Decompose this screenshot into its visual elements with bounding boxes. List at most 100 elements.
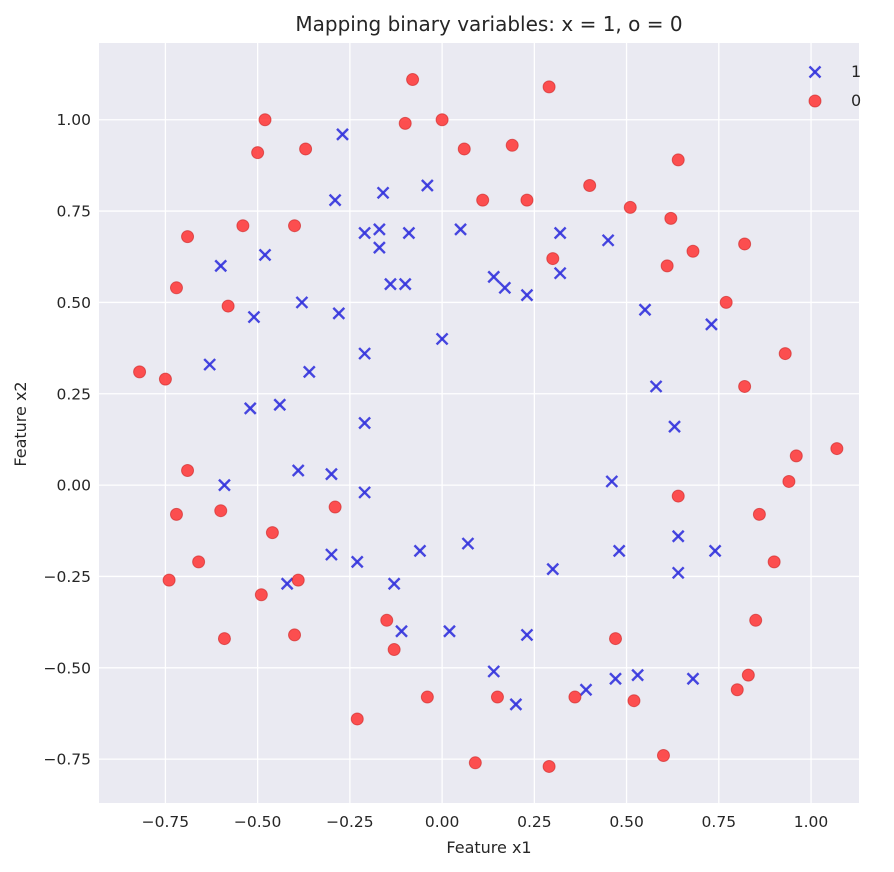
point-x-class-1	[247, 310, 261, 324]
point-o-class-0	[671, 153, 685, 167]
point-x-class-1	[203, 358, 217, 371]
point-o-class-0	[258, 113, 272, 127]
point-o-class-0	[627, 694, 641, 708]
point-x-class-1	[454, 222, 467, 236]
legend-label-0: 0	[851, 91, 861, 110]
point-o-class-0	[738, 237, 752, 251]
point-o-class-0	[288, 219, 302, 233]
point-x-class-1	[520, 288, 534, 302]
point-x-class-1	[218, 478, 231, 492]
point-x-class-1	[686, 672, 700, 686]
x-tick-label: 1.00	[794, 813, 829, 831]
point-o-class-0	[380, 613, 394, 627]
y-axis-label: Feature x2	[11, 381, 30, 466]
x-axis-ticks: −0.75 −0.50 −0.25 0.00 0.25 0.50 0.75 1.00	[142, 813, 829, 831]
point-o-class-0	[752, 507, 766, 521]
point-o-class-0	[221, 299, 235, 313]
point-x-class-1	[358, 347, 371, 360]
point-o-class-0	[181, 464, 195, 477]
point-o-class-0	[738, 379, 752, 393]
point-x-class-1	[601, 233, 615, 247]
point-x-class-1	[332, 307, 346, 320]
point-x-class-1	[671, 529, 685, 543]
point-x-class-1	[649, 380, 663, 393]
point-x-class-1	[273, 398, 287, 412]
y-tick-label: −0.50	[44, 659, 92, 677]
point-o-class-0	[288, 628, 302, 642]
point-o-class-0	[214, 504, 228, 518]
legend-marker-1	[808, 65, 822, 79]
point-o-class-0	[158, 372, 172, 386]
point-o-class-0	[719, 295, 733, 309]
point-o-class-0	[664, 211, 678, 225]
y-tick-label: 0.50	[56, 294, 91, 312]
point-o-class-0	[609, 632, 623, 646]
point-x-class-1	[373, 222, 386, 236]
point-x-class-1	[413, 544, 427, 558]
plot-area	[99, 43, 859, 803]
y-tick-label: 1.00	[56, 111, 91, 129]
legend-label-1: 1	[851, 62, 861, 81]
point-o-class-0	[542, 759, 556, 773]
point-o-class-0	[162, 573, 176, 587]
point-o-class-0	[490, 690, 504, 704]
point-o-class-0	[133, 365, 147, 379]
x-axis-label: Feature x1	[446, 838, 531, 857]
point-x-class-1	[291, 464, 305, 477]
point-x-class-1	[373, 241, 386, 254]
point-x-class-1	[328, 193, 342, 207]
point-x-class-1	[668, 420, 681, 434]
point-o-class-0	[583, 179, 597, 192]
point-x-class-1	[358, 226, 371, 240]
point-o-class-0	[350, 712, 364, 726]
point-x-class-1	[243, 402, 257, 415]
point-o-class-0	[420, 690, 434, 704]
point-x-class-1	[387, 577, 401, 591]
point-x-class-1	[553, 226, 567, 240]
point-o-class-0	[192, 555, 206, 569]
x-tick-label: 0.25	[517, 813, 552, 831]
point-x-class-1	[638, 303, 652, 317]
x-tick-label: −0.25	[326, 813, 374, 831]
chart-title: Mapping binary variables: x = 1, o = 0	[295, 12, 682, 36]
point-o-class-0	[671, 489, 685, 503]
point-x-class-1	[708, 544, 722, 558]
point-o-class-0	[830, 442, 844, 456]
point-x-class-1	[579, 683, 593, 697]
point-x-class-1	[421, 179, 434, 192]
point-o-class-0	[749, 613, 763, 627]
point-o-class-0	[778, 347, 792, 361]
legend-marker-0	[808, 94, 822, 108]
point-x-class-1	[376, 186, 390, 200]
point-o-class-0	[181, 230, 195, 244]
point-o-class-0	[520, 193, 534, 207]
point-x-class-1	[487, 665, 501, 678]
point-o-class-0	[217, 632, 231, 646]
point-o-class-0	[741, 668, 755, 682]
y-tick-label: −0.75	[44, 751, 92, 769]
point-x-class-1	[302, 365, 316, 379]
point-x-class-1	[258, 248, 272, 262]
point-o-class-0	[505, 138, 519, 152]
point-o-class-0	[254, 588, 268, 602]
point-o-class-0	[730, 683, 744, 697]
point-o-class-0	[457, 142, 471, 156]
point-x-class-1	[280, 577, 294, 591]
point-x-class-1	[443, 624, 456, 638]
x-tick-label: −0.75	[142, 813, 190, 831]
point-x-class-1	[546, 562, 560, 576]
point-x-class-1	[214, 259, 228, 273]
point-x-class-1	[325, 548, 338, 561]
point-x-class-1	[605, 475, 619, 488]
point-o-class-0	[468, 756, 482, 770]
x-tick-label: 0.00	[425, 813, 460, 831]
point-x-class-1	[384, 277, 397, 291]
point-o-class-0	[251, 146, 265, 160]
point-x-class-1	[509, 697, 523, 711]
point-o-class-0	[387, 643, 401, 657]
point-o-class-0	[236, 219, 250, 233]
point-x-class-1	[461, 537, 475, 550]
y-tick-label: −0.25	[44, 568, 92, 586]
point-x-class-1	[398, 277, 412, 291]
